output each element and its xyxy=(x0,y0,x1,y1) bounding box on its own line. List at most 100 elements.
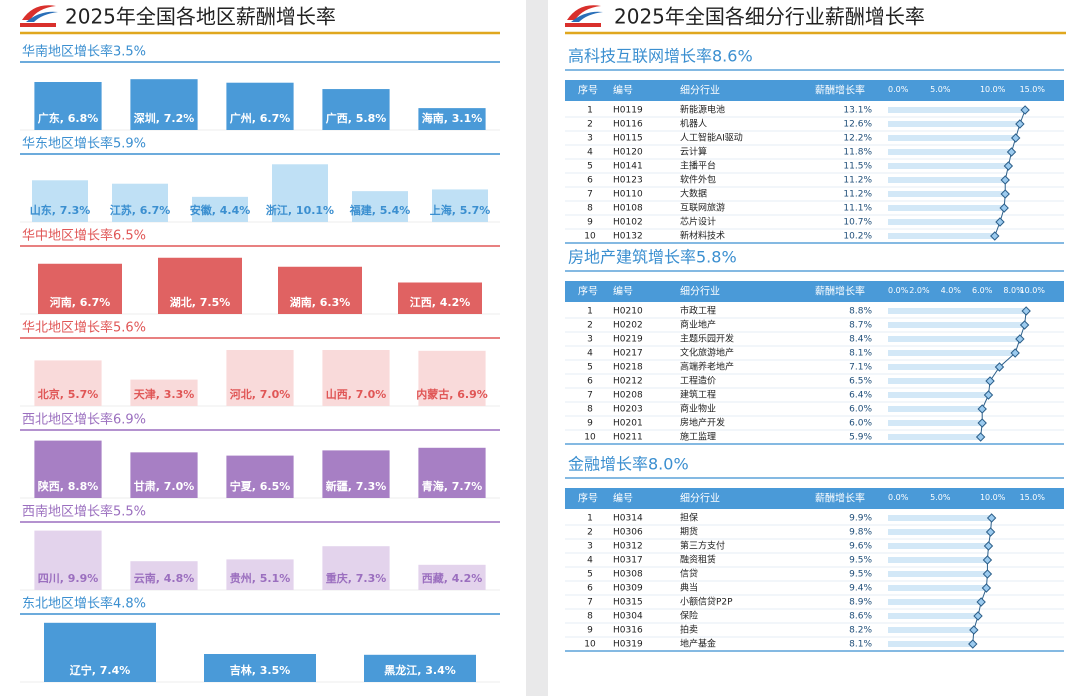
value-label: 8.8% xyxy=(849,307,872,317)
marker xyxy=(982,555,993,565)
marker xyxy=(1021,306,1031,316)
track-bar xyxy=(888,420,983,426)
marker xyxy=(1010,133,1021,143)
value-label: 7.1% xyxy=(849,363,872,373)
bar-label: 青海, 7.7% xyxy=(422,479,483,493)
bar-label: 重庆, 7.3% xyxy=(326,571,387,585)
value-label: 8.7% xyxy=(849,321,872,331)
row-name: 商业物业 xyxy=(680,403,716,415)
bar xyxy=(322,546,390,590)
row-code: H0119 xyxy=(613,106,643,116)
bar xyxy=(352,191,408,222)
right-page xyxy=(548,0,1080,696)
marker xyxy=(985,376,995,386)
x-tick-label: 10.0% xyxy=(1020,286,1046,295)
marker xyxy=(969,625,979,635)
region-title: 华北地区增长率5.6% xyxy=(22,320,146,336)
marker xyxy=(973,611,983,621)
bar-label: 河南, 6.7% xyxy=(50,295,111,309)
row-code: H0312 xyxy=(613,542,643,552)
row-name: 高端养老地产 xyxy=(680,361,734,373)
track-bar xyxy=(888,585,987,591)
row-number: 4 xyxy=(587,556,593,566)
row-name: 工程造价 xyxy=(680,375,716,387)
bar-label: 云南, 4.8% xyxy=(134,571,195,585)
track-bar xyxy=(888,177,1006,183)
row-name: 大数据 xyxy=(680,188,707,200)
row-number: 7 xyxy=(587,190,593,200)
marker xyxy=(994,362,1005,372)
row-number: 10 xyxy=(584,433,596,443)
track-bar xyxy=(888,529,991,535)
row-name: 芯片设计 xyxy=(680,216,716,228)
value-label: 8.6% xyxy=(849,612,872,622)
row-number: 5 xyxy=(587,570,593,580)
track-bar xyxy=(888,233,995,239)
region-title: 华东地区增长率5.9% xyxy=(22,136,146,152)
row-name: 主题乐园开发 xyxy=(680,333,734,345)
value-label: 11.1% xyxy=(843,204,872,214)
bar-label: 陕西, 8.8% xyxy=(38,479,99,493)
row-name: 拍卖 xyxy=(680,624,698,636)
track-bar xyxy=(888,191,1006,197)
bar-label: 新疆, 7.3% xyxy=(326,479,387,493)
x-tick-label: 0.0% xyxy=(888,286,909,295)
row-number: 5 xyxy=(587,162,593,172)
track-bar xyxy=(888,599,982,605)
row-code: H0108 xyxy=(613,204,643,214)
value-label: 9.9% xyxy=(849,514,872,524)
bar xyxy=(204,654,316,682)
bar xyxy=(34,82,102,130)
value-label: 11.8% xyxy=(843,148,872,158)
row-code: H0201 xyxy=(613,419,643,429)
row-name: 保险 xyxy=(680,610,698,622)
value-label: 9.8% xyxy=(849,528,872,538)
row-code: H0309 xyxy=(613,584,643,594)
bar-label: 吉林, 3.5% xyxy=(230,663,291,677)
row-code: H0210 xyxy=(613,307,643,317)
x-tick-label: 5.0% xyxy=(930,85,951,94)
marker xyxy=(977,404,987,414)
row-code: H0102 xyxy=(613,218,643,228)
row-number: 3 xyxy=(587,542,593,552)
value-label: 10.2% xyxy=(843,232,872,242)
row-number: 1 xyxy=(587,514,593,524)
marker xyxy=(977,418,987,428)
track-bar xyxy=(888,107,1026,113)
track-bar xyxy=(888,163,1009,169)
row-code: H0123 xyxy=(613,176,643,186)
bar-label: 福建, 5.4% xyxy=(349,203,411,217)
right-title: 2025年全国各细分行业薪酬增长率 xyxy=(614,5,925,29)
row-number: 3 xyxy=(587,134,593,144)
value-label: 8.1% xyxy=(849,349,872,359)
value-label: 11.2% xyxy=(843,190,872,200)
bar-label: 海南, 3.1% xyxy=(422,111,483,125)
row-code: H0316 xyxy=(613,626,643,636)
row-name: 期货 xyxy=(680,526,698,538)
column-header: 编号 xyxy=(613,285,633,298)
row-number: 2 xyxy=(587,528,593,538)
marker xyxy=(983,390,994,400)
row-name: 互联网旅游 xyxy=(680,202,725,214)
row-name: 新能源电池 xyxy=(680,104,725,116)
track-bar xyxy=(888,350,1016,356)
region-title: 华中地区增长率6.5% xyxy=(22,228,146,244)
bar xyxy=(432,189,488,222)
bar xyxy=(34,440,102,498)
row-number: 4 xyxy=(587,148,593,158)
row-number: 10 xyxy=(584,640,596,650)
bar-label: 内蒙古, 6.9% xyxy=(416,387,488,401)
value-label: 11.5% xyxy=(843,162,872,172)
bar xyxy=(130,79,198,130)
row-name: 文化旅游地产 xyxy=(680,347,734,359)
row-code: H0308 xyxy=(613,570,643,580)
row-number: 8 xyxy=(587,612,593,622)
row-name: 第三方支付 xyxy=(680,540,725,552)
track-bar xyxy=(888,149,1012,155)
track-bar xyxy=(888,219,1000,225)
track-bar xyxy=(888,434,981,440)
marker xyxy=(1020,105,1030,115)
row-name: 人工智能AI驱动 xyxy=(680,132,743,144)
value-label: 9.5% xyxy=(849,570,872,580)
